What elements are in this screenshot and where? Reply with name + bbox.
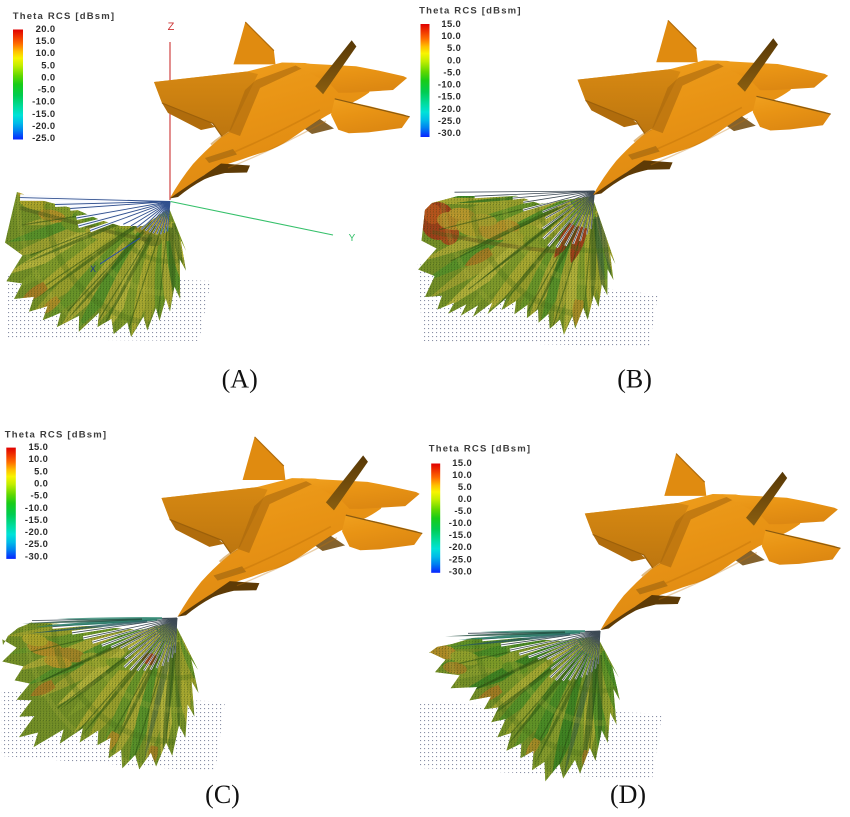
svg-text:15.0: 15.0 bbox=[28, 441, 48, 452]
svg-text:X: X bbox=[90, 264, 96, 274]
svg-text:Theta RCS [dBsm]: Theta RCS [dBsm] bbox=[429, 444, 532, 455]
svg-text:Theta RCS [dBsm]: Theta RCS [dBsm] bbox=[5, 430, 108, 441]
svg-text:-20.0: -20.0 bbox=[25, 526, 48, 537]
svg-text:-5.0: -5.0 bbox=[38, 84, 56, 95]
svg-text:20.0: 20.0 bbox=[36, 23, 56, 34]
svg-text:5.0: 5.0 bbox=[41, 59, 55, 70]
svg-text:(A): (A) bbox=[222, 364, 258, 393]
svg-text:-5.0: -5.0 bbox=[443, 66, 461, 77]
svg-text:15.0: 15.0 bbox=[36, 35, 56, 46]
svg-text:-30.0: -30.0 bbox=[25, 550, 48, 561]
svg-text:15.0: 15.0 bbox=[441, 18, 461, 29]
svg-text:-30.0: -30.0 bbox=[438, 127, 461, 138]
svg-text:0.0: 0.0 bbox=[34, 477, 48, 488]
svg-text:-25.0: -25.0 bbox=[449, 553, 472, 564]
svg-text:-5.0: -5.0 bbox=[31, 490, 49, 501]
svg-text:Z: Z bbox=[168, 21, 175, 33]
svg-text:-20.0: -20.0 bbox=[438, 103, 461, 114]
svg-text:(C): (C) bbox=[205, 780, 240, 809]
svg-text:10.0: 10.0 bbox=[28, 453, 48, 464]
svg-text:Theta RCS [dBsm]: Theta RCS [dBsm] bbox=[419, 6, 522, 17]
svg-text:-15.0: -15.0 bbox=[449, 529, 472, 540]
svg-text:-30.0: -30.0 bbox=[449, 565, 472, 576]
svg-text:Theta RCS [dBsm]: Theta RCS [dBsm] bbox=[13, 11, 116, 22]
svg-text:-5.0: -5.0 bbox=[454, 505, 472, 516]
svg-text:-10.0: -10.0 bbox=[25, 502, 48, 513]
svg-text:10.0: 10.0 bbox=[36, 47, 56, 58]
svg-text:0.0: 0.0 bbox=[458, 493, 472, 504]
svg-text:5.0: 5.0 bbox=[34, 465, 48, 476]
svg-text:-10.0: -10.0 bbox=[449, 517, 472, 528]
svg-text:5.0: 5.0 bbox=[447, 42, 461, 53]
svg-text:-15.0: -15.0 bbox=[32, 108, 55, 119]
svg-text:-25.0: -25.0 bbox=[32, 132, 55, 143]
svg-text:5.0: 5.0 bbox=[458, 481, 472, 492]
svg-text:-20.0: -20.0 bbox=[449, 541, 472, 552]
svg-text:-15.0: -15.0 bbox=[25, 514, 48, 525]
svg-text:-25.0: -25.0 bbox=[25, 538, 48, 549]
svg-text:-20.0: -20.0 bbox=[32, 120, 55, 131]
svg-text:10.0: 10.0 bbox=[452, 469, 472, 480]
svg-text:(B): (B) bbox=[617, 364, 652, 393]
svg-text:15.0: 15.0 bbox=[452, 457, 472, 468]
svg-text:10.0: 10.0 bbox=[441, 30, 461, 41]
svg-text:Y: Y bbox=[349, 233, 356, 244]
svg-text:0.0: 0.0 bbox=[41, 71, 55, 82]
svg-text:-25.0: -25.0 bbox=[438, 115, 461, 126]
svg-text:(D): (D) bbox=[610, 780, 646, 809]
svg-text:0.0: 0.0 bbox=[447, 54, 461, 65]
svg-text:-10.0: -10.0 bbox=[32, 96, 55, 107]
svg-text:-10.0: -10.0 bbox=[438, 79, 461, 90]
svg-text:-15.0: -15.0 bbox=[438, 91, 461, 102]
